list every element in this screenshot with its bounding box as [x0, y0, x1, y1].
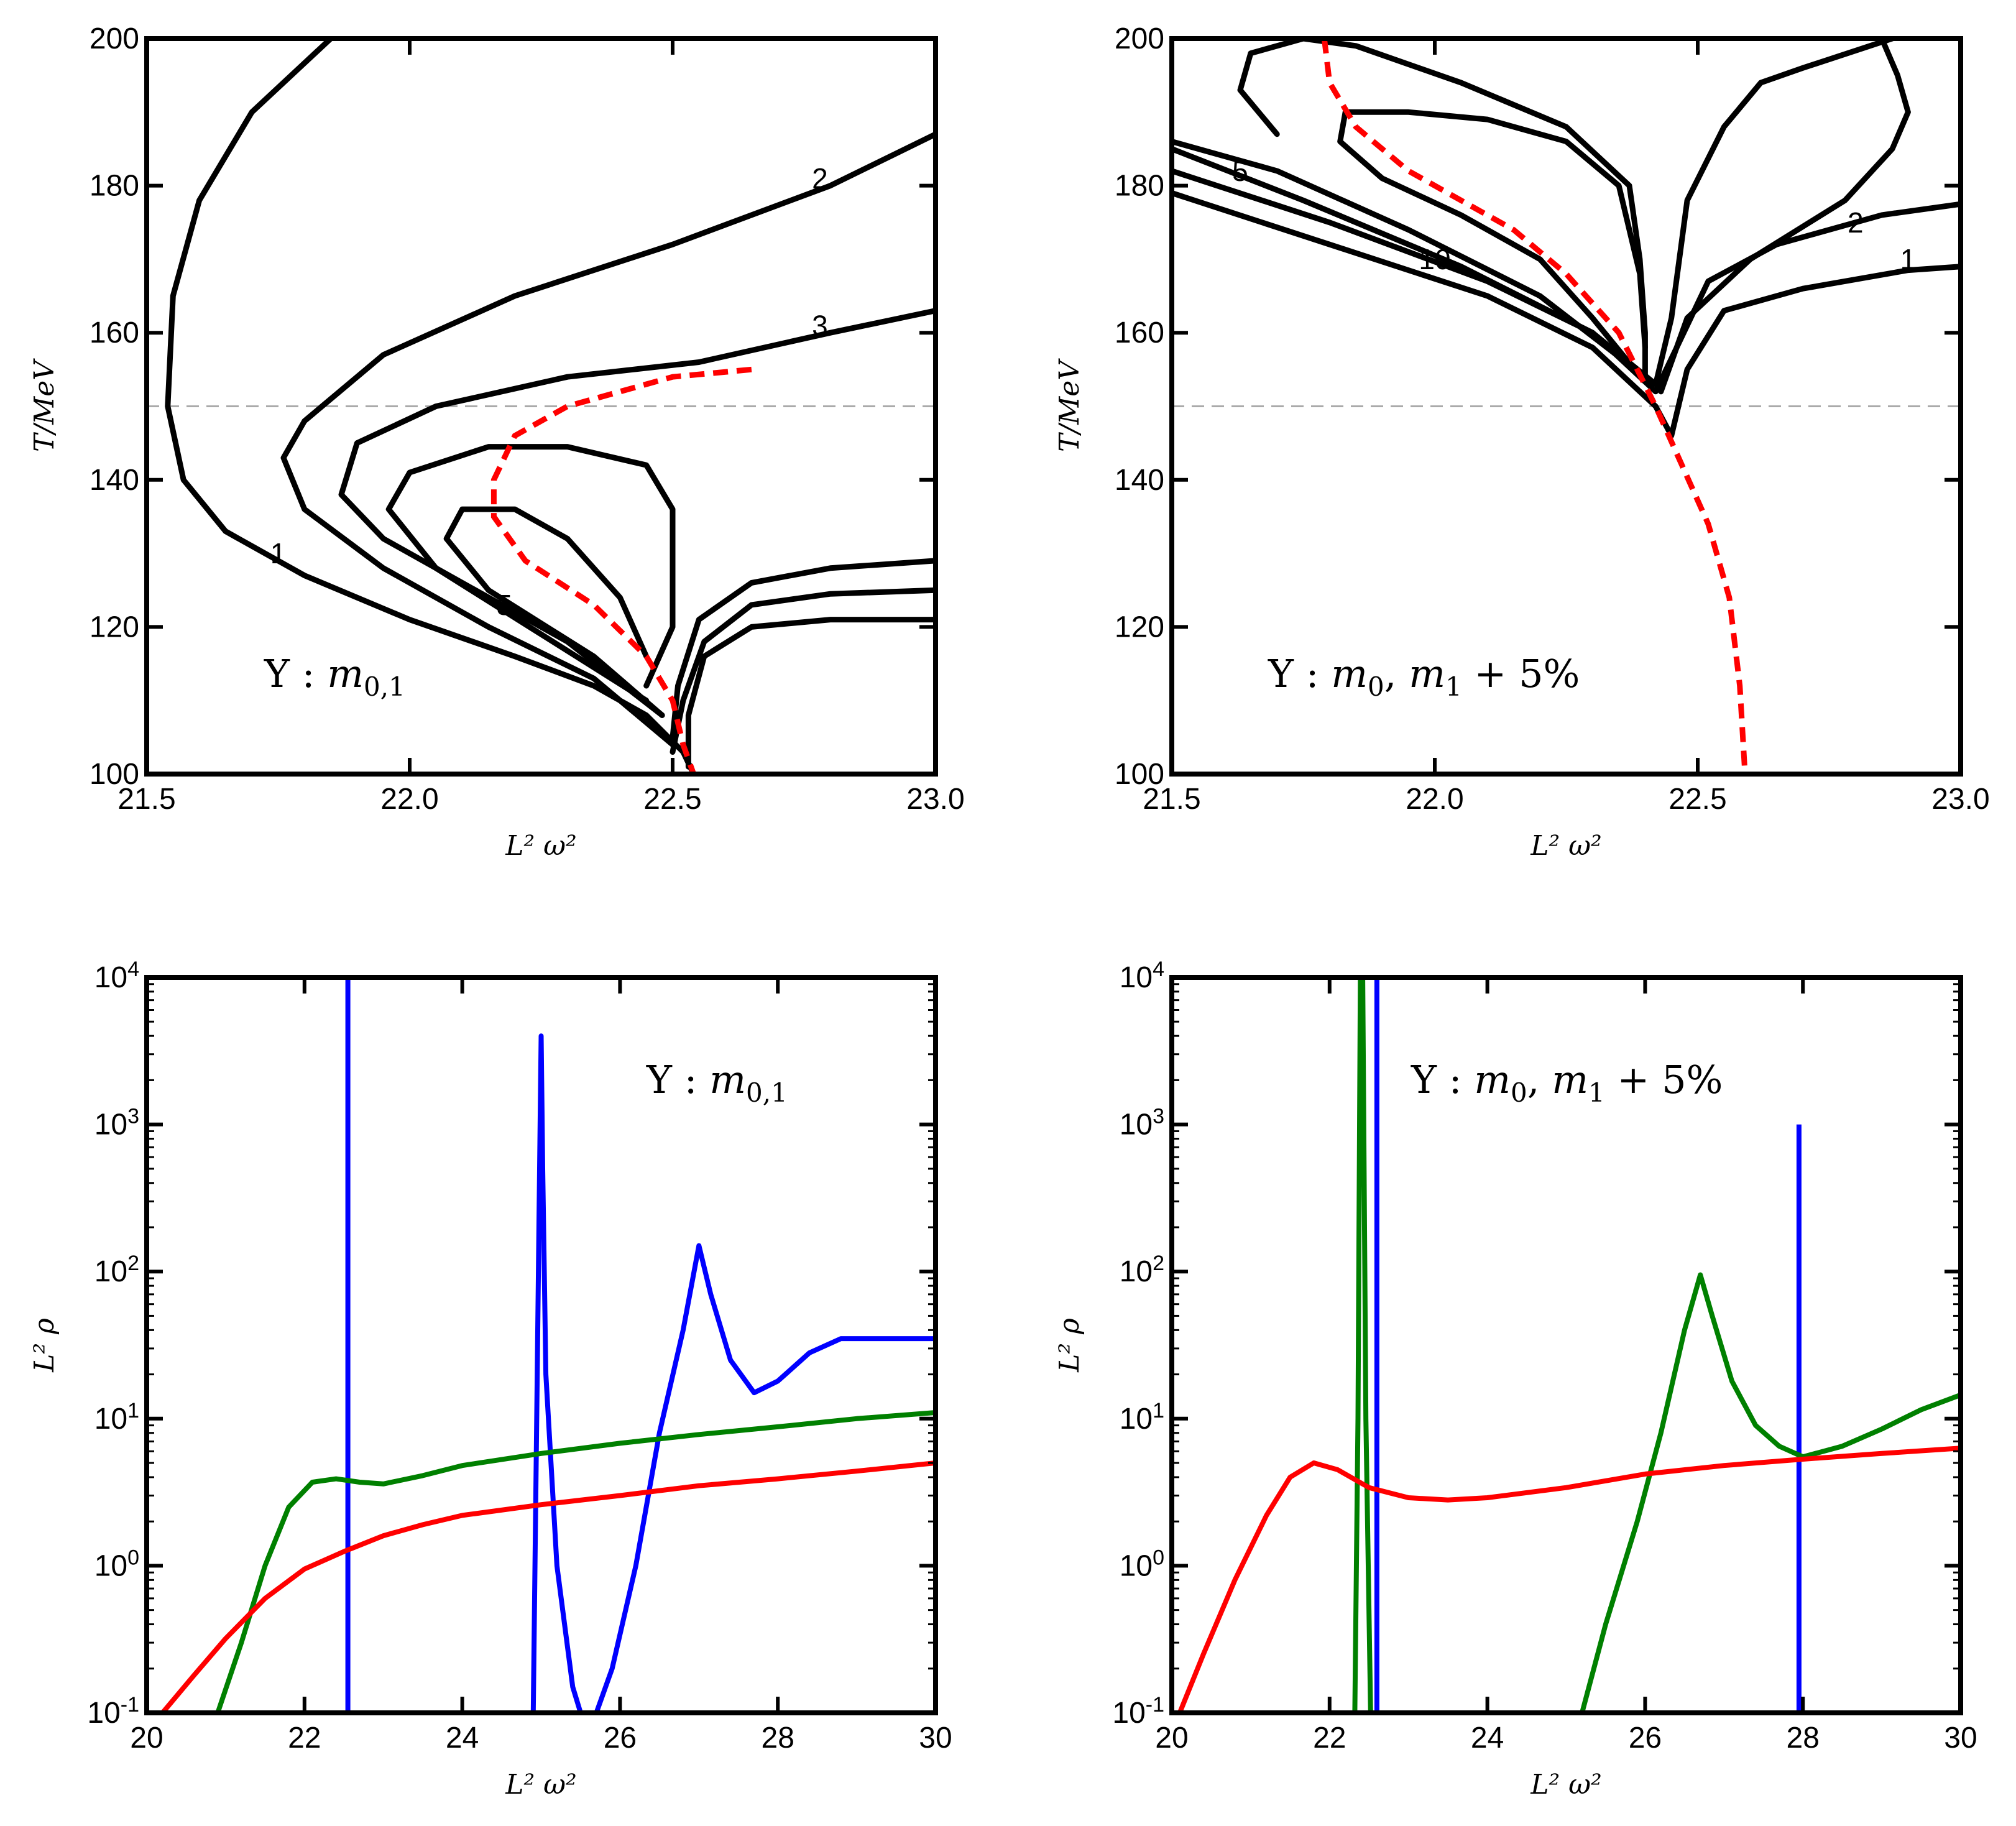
y-tick-label: 100: [1115, 758, 1164, 791]
y-tick-label: 10-1: [1112, 1693, 1164, 1730]
contour-line: [1658, 39, 1911, 395]
y-tick-label: 200: [90, 22, 139, 55]
y-tick-label: 10-1: [87, 1693, 139, 1730]
x-tick-label: 21.5: [1143, 783, 1200, 816]
x-tick-label: 24: [446, 1722, 479, 1755]
chart-panel-top-right: 1 2 5 10 21.5 22.0 22.5 23.0 100 120 140 160 180 200 L…: [1054, 22, 1990, 862]
y-tick-label: 160: [90, 316, 139, 349]
x-tick-label: 30: [1944, 1722, 1977, 1755]
y-tick-label: 180: [1115, 170, 1164, 203]
x-tick-label: 22: [288, 1722, 321, 1755]
plot-frame: [144, 36, 938, 777]
chart-panel-bottom-left: 20 22 24 26 28 30 10-1 100 101 102 103 104 L² ω² L² ρ…: [29, 957, 952, 1801]
series-line: [1360, 977, 1373, 1713]
plot-frame: [1169, 975, 1963, 1715]
series-line: [160, 1460, 936, 1713]
series-line: [1352, 977, 1363, 1713]
plot-area: [160, 977, 936, 1713]
y-tick-label: 120: [1115, 611, 1164, 643]
x-tick-label: 30: [919, 1722, 952, 1755]
y-tick-label: 101: [1120, 1399, 1164, 1436]
series-line: [1177, 1446, 1961, 1713]
x-tick-label: 23.0: [906, 783, 964, 816]
contour-label: 2: [1848, 206, 1864, 239]
y-tick-label: 100: [94, 1546, 139, 1582]
contour-line: [1172, 39, 1648, 380]
y-tick-label: 103: [94, 1105, 139, 1141]
x-tick-label: 20: [1155, 1722, 1188, 1755]
annotation-text: Υ : m0,1: [646, 1057, 788, 1108]
contour-line: [280, 131, 936, 748]
y-tick-label: 104: [1120, 957, 1164, 994]
x-axis-label: L² ω²: [505, 1769, 576, 1801]
x-tick-label: 28: [1787, 1722, 1820, 1755]
x-tick-label: 22.5: [643, 783, 701, 816]
series-line: [215, 1410, 936, 1713]
contour-line: [338, 308, 936, 718]
plot-area: [1177, 977, 1961, 1713]
plot-area: 1 2 3 5: [147, 39, 936, 774]
y-axis-label: T/MeV: [29, 358, 60, 452]
contour-line: [670, 558, 936, 740]
x-axis-label: L² ω²: [1530, 830, 1601, 862]
y-tick-label: 100: [90, 758, 139, 791]
x-tick-label: 26: [1629, 1722, 1662, 1755]
series-line: [1580, 1272, 1961, 1713]
contour-line: [443, 506, 665, 718]
x-tick-label: 22.0: [380, 783, 438, 816]
plot-frame: [144, 975, 938, 1715]
x-tick-label: 24: [1471, 1722, 1504, 1755]
contour-line: [685, 617, 936, 770]
contour-label: 10: [1419, 243, 1450, 275]
annotation-text: Υ : m0, m1 + 5%: [1268, 651, 1580, 702]
y-tick-label: 200: [1115, 22, 1164, 55]
x-axis-label: L² ω²: [505, 830, 576, 862]
x-tick-label: 21.5: [117, 783, 175, 816]
contour-line: [670, 587, 936, 755]
contour-label: 1: [1900, 243, 1917, 275]
x-tick-label: 22.0: [1406, 783, 1463, 816]
x-tick-label: 22.5: [1668, 783, 1726, 816]
annotation-text: Υ : m0,1: [264, 651, 405, 702]
plot-area: 1 2 5 10: [1172, 39, 1961, 774]
contour-line: [165, 39, 697, 774]
y-tick-label: 104: [94, 957, 139, 994]
y-tick-label: 102: [94, 1252, 139, 1288]
y-tick-label: 160: [1115, 316, 1164, 349]
x-axis-label: L² ω²: [1530, 1769, 1601, 1801]
contour-line: [385, 444, 676, 704]
red-dashed-curve: [1321, 39, 1748, 774]
contour-label: 2: [812, 162, 828, 195]
y-axis-label: L² ρ: [29, 1318, 60, 1373]
x-tick-label: 20: [130, 1722, 163, 1755]
series-line: [594, 1243, 936, 1713]
contour-label: 1: [270, 537, 287, 569]
plot-frame: [1169, 36, 1963, 777]
chart-panel-top-left: 1 2 3 5 21.5 22.0 22.5 23.0 100 120 140 160 180 200 L²…: [29, 22, 965, 862]
y-tick-label: 140: [1115, 464, 1164, 497]
y-tick-label: 140: [90, 464, 139, 497]
red-dashed-curve: [490, 366, 752, 774]
chart-panel-bottom-right: 20 22 24 26 28 30 10-1 100 101 102 103 104 L² ω² L² ρ…: [1054, 957, 1977, 1801]
y-tick-label: 102: [1120, 1252, 1164, 1288]
x-tick-label: 28: [762, 1722, 794, 1755]
x-tick-label: 26: [604, 1722, 637, 1755]
y-axis-label: T/MeV: [1054, 358, 1085, 452]
contour-line: [1172, 39, 1895, 387]
contour-label: 5: [1232, 155, 1248, 187]
contour-label: 3: [812, 309, 828, 341]
y-tick-label: 101: [94, 1399, 139, 1436]
y-tick-label: 100: [1120, 1546, 1164, 1582]
series-line: [530, 1033, 583, 1713]
annotation-text: Υ : m0, m1 + 5%: [1411, 1057, 1723, 1108]
contour-label: 5: [496, 589, 512, 621]
y-tick-label: 180: [90, 170, 139, 203]
y-tick-label: 103: [1120, 1105, 1164, 1141]
x-tick-label: 22: [1313, 1722, 1346, 1755]
y-tick-label: 120: [90, 611, 139, 643]
x-tick-label: 23.0: [1931, 783, 1989, 816]
y-axis-label: L² ρ: [1054, 1318, 1085, 1373]
